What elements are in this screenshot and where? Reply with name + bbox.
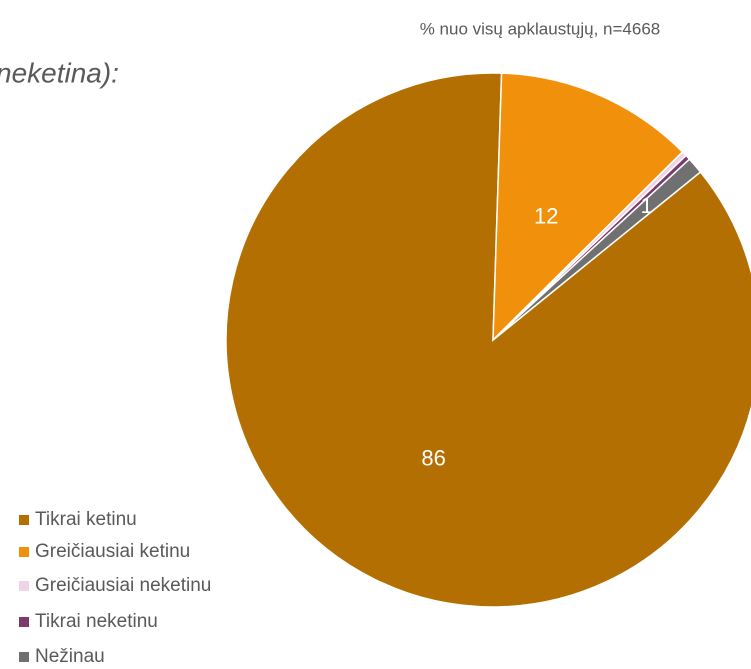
- pie-slice: [492, 72, 684, 342]
- chart-subtitle: % nuo visų apklaustųjų, n=4668: [420, 19, 661, 38]
- legend-swatch: [19, 617, 29, 627]
- legend-label: Greičiausiai neketinu: [35, 575, 211, 596]
- legend-swatch: [19, 652, 29, 662]
- pie-slice: [225, 72, 751, 608]
- data-label: 86: [421, 445, 445, 470]
- legend-label: Greičiausiai ketinu: [35, 541, 190, 562]
- chart-title: neketina):: [0, 57, 119, 88]
- data-label: 12: [534, 203, 558, 228]
- data-label: 1: [640, 193, 652, 218]
- legend-swatch: [19, 515, 29, 525]
- legend-label: Tikrai ketinu: [35, 509, 137, 530]
- pie-slice: [492, 158, 702, 341]
- legend-label: Tikrai neketinu: [35, 611, 158, 632]
- legend-label: Nežinau: [35, 646, 105, 667]
- legend-swatch: [19, 581, 29, 591]
- legend-swatch: [19, 547, 29, 557]
